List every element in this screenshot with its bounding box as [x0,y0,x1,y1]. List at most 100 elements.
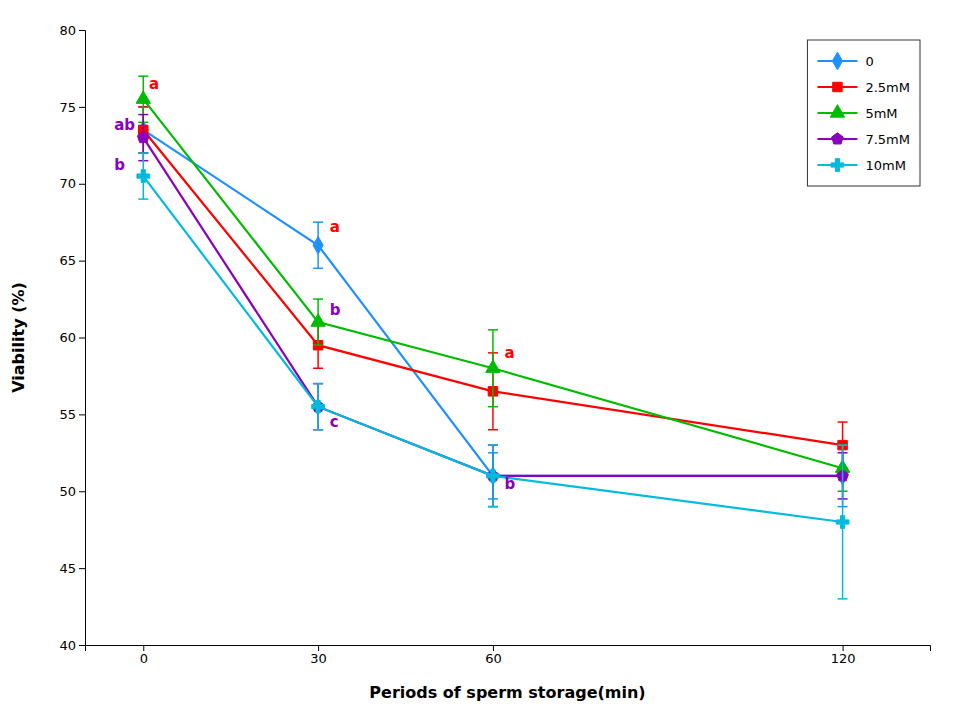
tick-mark [79,645,85,646]
annotation: a [505,344,515,362]
annotation: a [149,75,159,93]
series-line [143,130,842,445]
error-cap [488,506,498,508]
tick-label: 60 [59,330,76,345]
error-cap [488,429,498,431]
error-cap [138,152,148,154]
series [136,76,850,491]
error-cap [313,221,323,223]
tick-label: 30 [310,651,327,666]
legend-label: 10mM [865,158,905,173]
annotation: ab [114,116,135,134]
annotation: b [505,475,516,493]
error-cap [313,368,323,370]
tick: 60 [485,645,502,666]
tick-mark [318,645,319,651]
marker [137,131,149,142]
legend-entry: 10mM [817,158,905,173]
axis-line [86,646,931,652]
tick-label: 75 [59,100,76,115]
legend-label: 7.5mM [865,132,910,147]
axis-line [79,31,86,646]
tick-mark [493,645,494,651]
marker [312,400,325,413]
error-cap [313,268,323,270]
tick: 40 [59,638,85,653]
error-cap [313,344,323,346]
marker [313,236,323,254]
tick-label: 50 [59,484,76,499]
tick-label: 45 [59,561,76,576]
tick: 55 [59,407,85,422]
tick: 50 [59,484,85,499]
legend-entry: 0 [817,52,873,70]
x-axis-title: Periods of sperm storage(min) [369,683,645,702]
annotation: b [330,301,341,319]
tick: 45 [59,561,85,576]
legend-marker [831,159,844,172]
tick-mark [79,30,85,31]
legend-box [807,40,920,186]
tick-mark [143,645,144,651]
legend-marker [832,133,844,144]
tick: 0 [140,645,148,666]
marker [137,170,150,183]
annotation: a [330,218,340,236]
tick: 30 [310,645,327,666]
marker [836,516,849,529]
tick-mark [79,184,85,185]
tick: 60 [59,330,85,345]
plot: 03060120404550556065707580abbaabcab02.5m… [59,23,930,667]
error-cap [138,75,148,77]
error-cap [488,329,498,331]
tick-label: 70 [59,176,76,191]
error-cap [488,444,498,446]
x-axis: 0 30 60 120 [86,645,931,666]
error-cap [838,598,848,600]
error-cap [838,444,848,446]
error-cap [838,444,848,446]
error-cap [838,421,848,423]
error-cap [313,429,323,431]
marker [486,360,500,372]
chart: 03060120404550556065707580abbaabcab02.5m… [0,0,960,720]
legend-entry: 2.5mM [817,80,910,95]
error-cap [488,444,498,446]
error-bar [313,222,323,268]
tick-mark [79,568,85,569]
tick-mark [79,338,85,339]
tick-mark [79,414,85,415]
marker [311,314,325,326]
series-line [143,176,842,522]
series [137,153,849,599]
error-cap [838,444,848,446]
legend-label: 0 [865,54,873,69]
error-cap [313,383,323,385]
legend-label: 5mM [865,106,897,121]
legend-marker [832,52,842,70]
error-cap [138,198,148,200]
legend-entry: 5mM [817,105,897,121]
tick-mark [843,645,844,651]
series [138,107,847,468]
legend-marker [830,105,844,117]
tick: 75 [59,100,85,115]
tick-label: 80 [59,23,76,38]
series-line [143,99,842,468]
tick-label: 120 [831,651,856,666]
annotation: b [114,156,125,174]
error-cap [138,114,148,116]
tick-mark [79,261,85,262]
tick-mark [79,491,85,492]
error-cap [313,383,323,385]
tick-label: 65 [59,253,76,268]
error-cap [313,298,323,300]
y-axis-title: Viability (%) [9,282,28,393]
tick-label: 55 [59,407,76,422]
series-line [143,138,842,476]
legend-label: 2.5mM [865,80,910,95]
error-cap [138,152,148,154]
series [138,107,848,507]
tick: 80 [59,23,85,38]
error-cap [138,152,148,154]
